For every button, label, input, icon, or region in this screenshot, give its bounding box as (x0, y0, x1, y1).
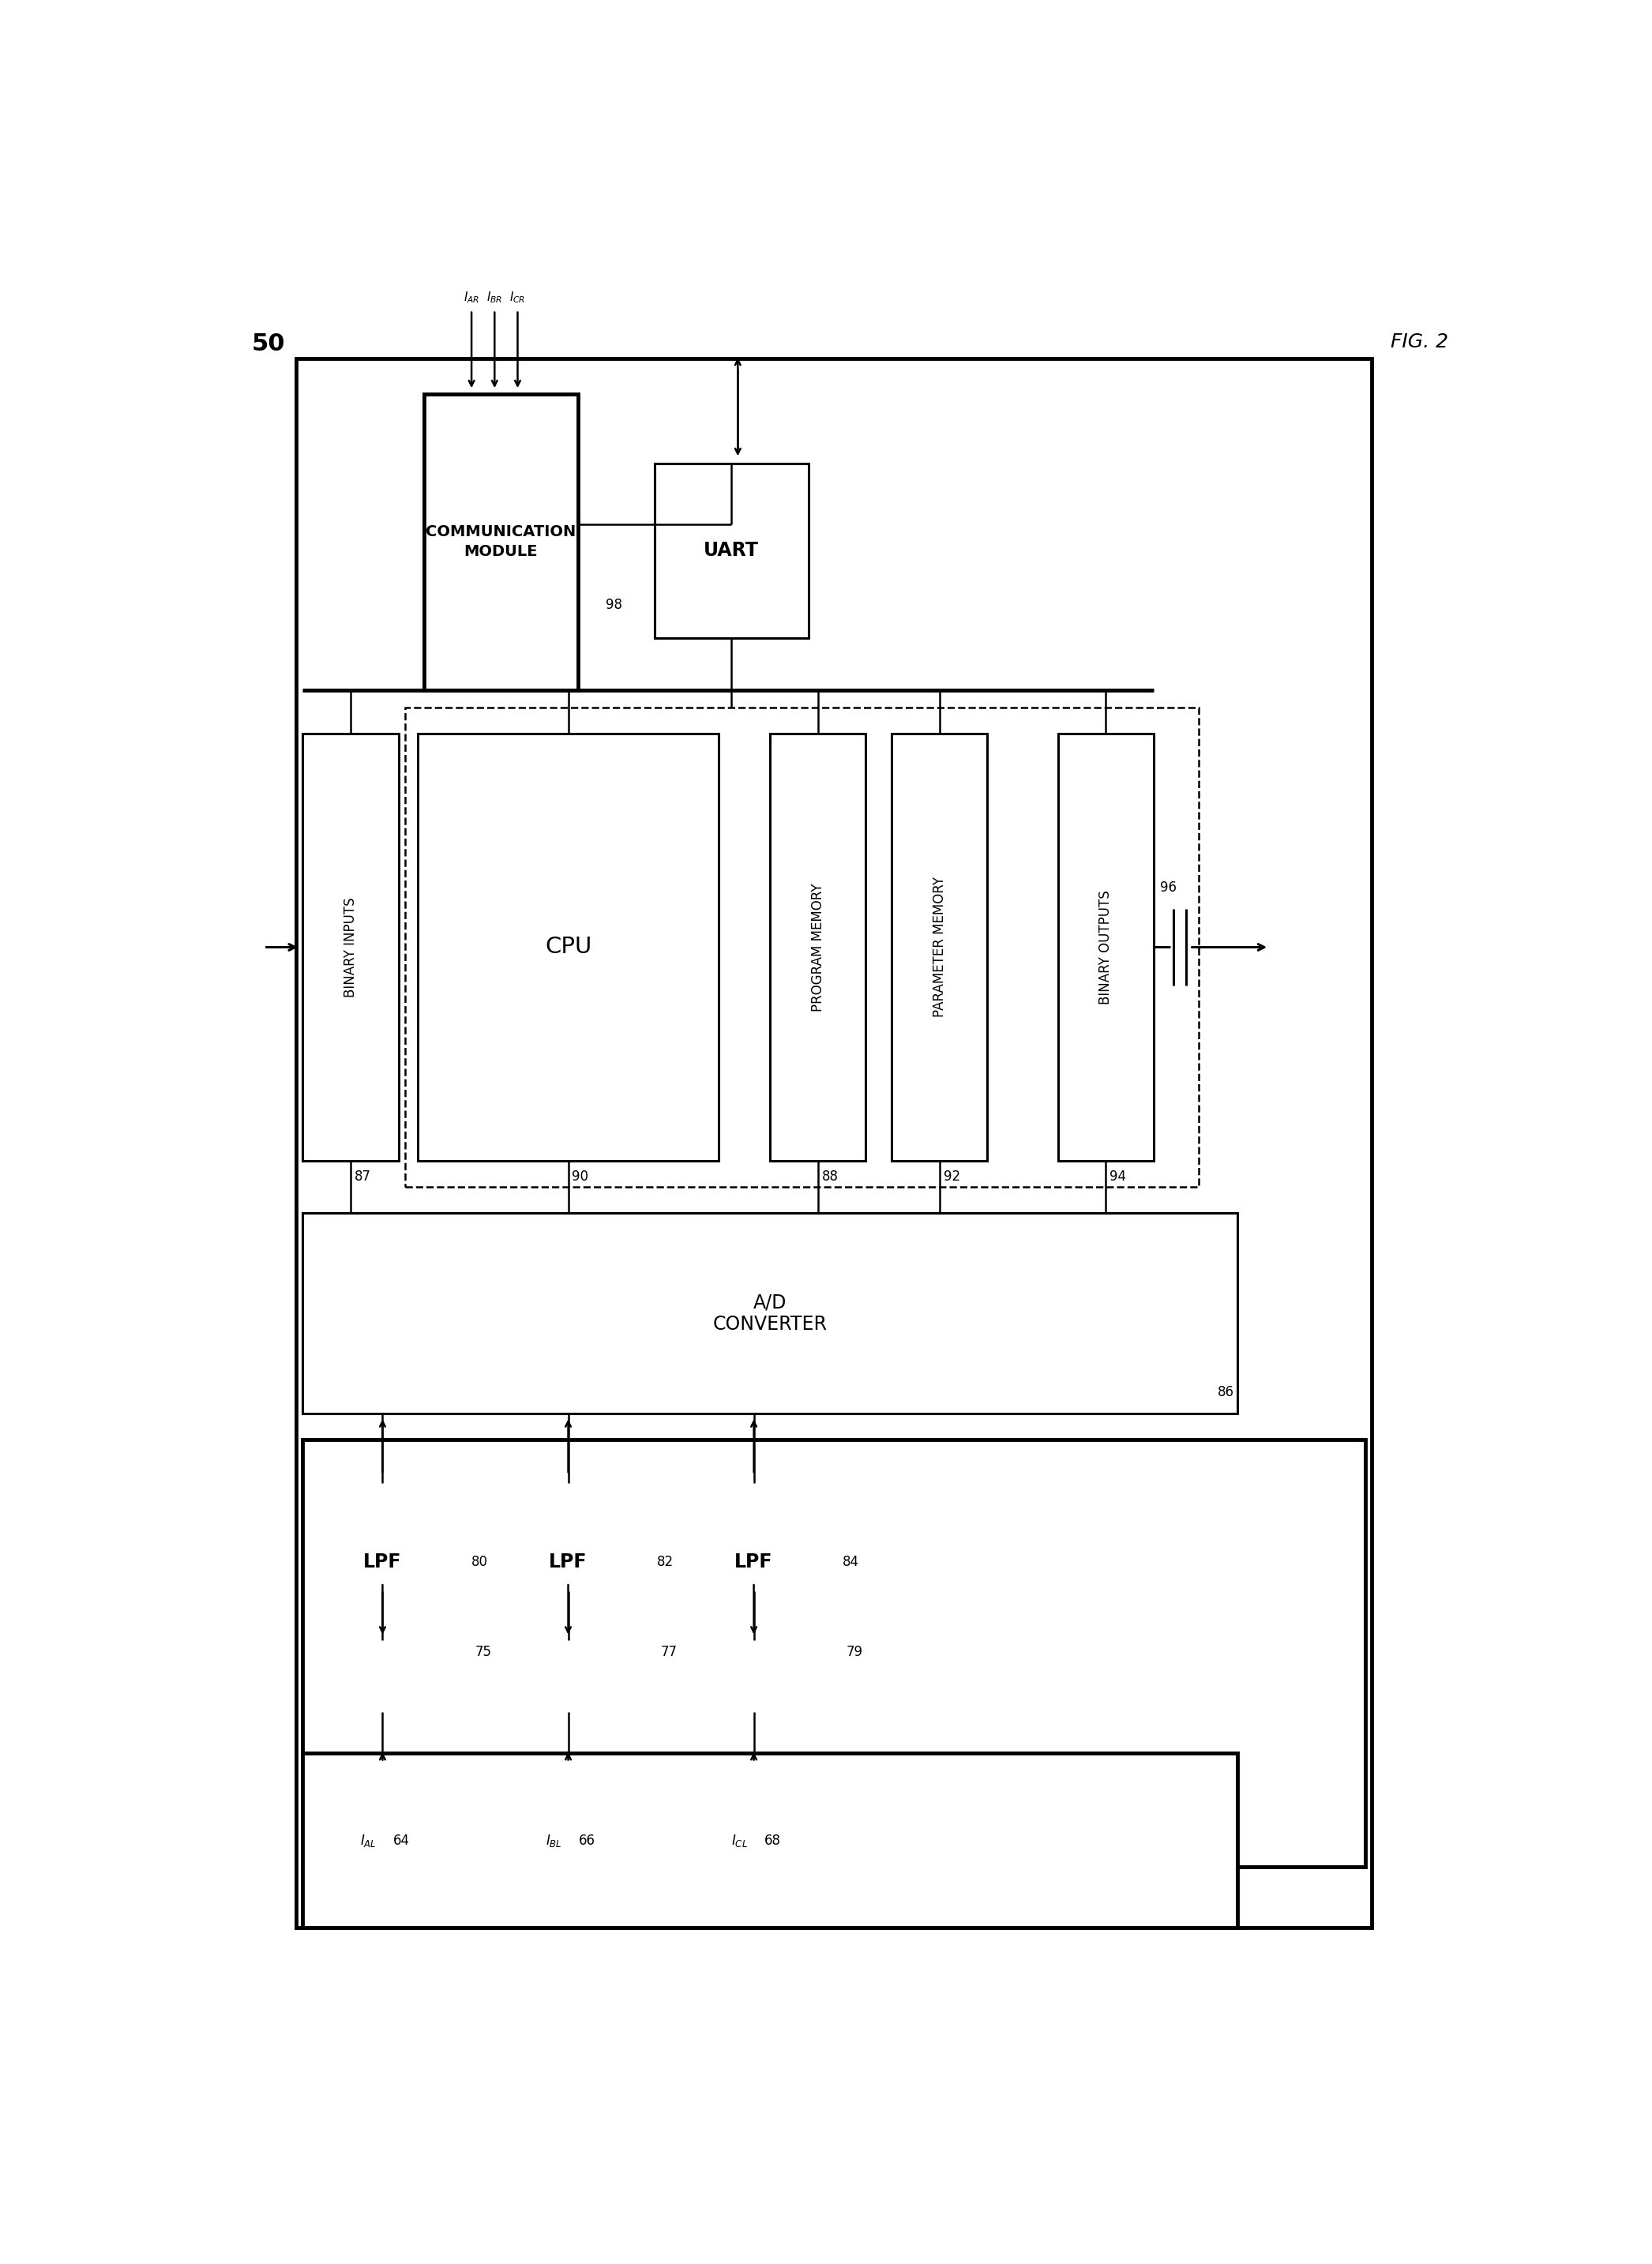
Text: 96: 96 (1160, 881, 1176, 894)
Text: 66: 66 (578, 1834, 595, 1847)
Bar (654, 464, 808, 638)
Text: 50: 50 (251, 333, 284, 355)
Bar (405, 706, 1199, 1186)
Text: PARAMETER MEMORY: PARAMETER MEMORY (932, 876, 947, 1017)
Text: 92: 92 (943, 1170, 960, 1184)
Text: $I_{AL}$: $I_{AL}$ (360, 1834, 377, 1847)
Text: 77: 77 (661, 1646, 677, 1660)
Text: 80: 80 (471, 1555, 487, 1569)
Bar (296, 358, 1371, 1929)
Text: COMMUNICATION
MODULE: COMMUNICATION MODULE (426, 525, 577, 559)
Bar (302, 1440, 1365, 1868)
Text: $I_{BR}$: $I_{BR}$ (487, 290, 502, 306)
Text: FIG. 2: FIG. 2 (1391, 333, 1449, 351)
Text: BINARY OUTPUTS: BINARY OUTPUTS (1099, 890, 1113, 1005)
Text: 68: 68 (765, 1834, 781, 1847)
Bar (892, 734, 988, 1161)
Bar (302, 1752, 1237, 1929)
Text: 84: 84 (843, 1555, 859, 1569)
Text: 98: 98 (606, 598, 623, 611)
Text: 86: 86 (1218, 1386, 1234, 1399)
Text: 79: 79 (846, 1646, 862, 1660)
Bar (302, 1214, 1237, 1413)
Bar (334, 1483, 431, 1639)
Text: LPF: LPF (548, 1553, 588, 1571)
Text: $I_{CR}$: $I_{CR}$ (509, 290, 525, 306)
Bar (418, 734, 719, 1161)
Text: $I_{AR}$: $I_{AR}$ (464, 290, 479, 306)
Text: 64: 64 (393, 1834, 410, 1847)
Text: 90: 90 (572, 1170, 588, 1184)
Text: 75: 75 (474, 1646, 491, 1660)
Text: 94: 94 (1110, 1170, 1127, 1184)
Text: $I_{CL}$: $I_{CL}$ (730, 1834, 747, 1847)
Text: A/D
CONVERTER: A/D CONVERTER (712, 1293, 828, 1333)
Bar (302, 734, 398, 1161)
Text: $I_{BL}$: $I_{BL}$ (545, 1834, 562, 1847)
Bar (705, 1483, 801, 1639)
Bar (770, 734, 866, 1161)
Text: 82: 82 (657, 1555, 674, 1569)
Text: CPU: CPU (545, 935, 591, 958)
Text: 88: 88 (821, 1170, 838, 1184)
Text: BINARY INPUTS: BINARY INPUTS (344, 897, 357, 996)
Bar (1057, 734, 1153, 1161)
Text: 87: 87 (355, 1170, 372, 1184)
Text: PROGRAM MEMORY: PROGRAM MEMORY (811, 883, 824, 1012)
Text: LPF: LPF (735, 1553, 773, 1571)
Text: UART: UART (704, 541, 758, 559)
Bar (520, 1483, 616, 1639)
Bar (425, 394, 578, 691)
Text: LPF: LPF (363, 1553, 401, 1571)
